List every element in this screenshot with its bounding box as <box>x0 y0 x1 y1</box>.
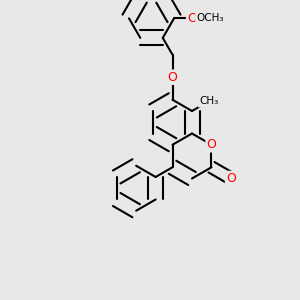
Text: CH₃: CH₃ <box>199 96 218 106</box>
Text: O: O <box>187 12 197 25</box>
Text: O: O <box>168 71 178 84</box>
Text: O: O <box>226 172 236 185</box>
Text: O: O <box>206 138 216 151</box>
Text: OCH₃: OCH₃ <box>196 14 224 23</box>
